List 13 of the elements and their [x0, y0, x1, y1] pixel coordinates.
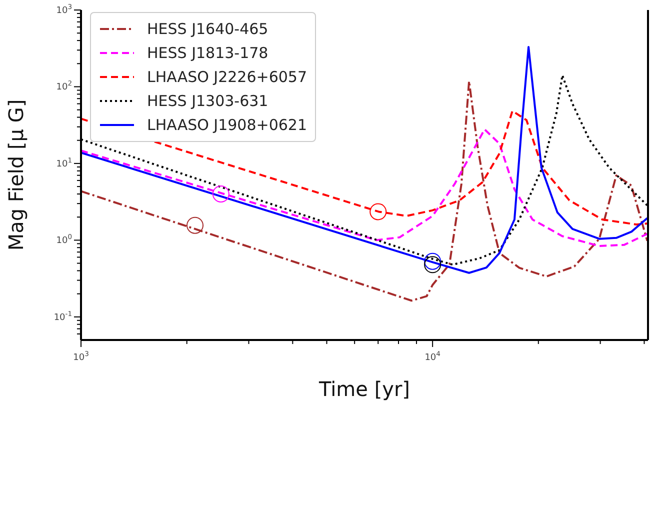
y-tick-label: 10$^{2}$: [56, 80, 72, 93]
x-axis-title: Time [yr]: [318, 377, 410, 401]
legend-label: HESS J1813-178: [147, 44, 268, 62]
legend-label: LHAASO J1908+0621: [147, 116, 308, 134]
y-tick-label: 10$^{0}$: [56, 233, 72, 246]
y-tick-label: 10$^{3}$: [56, 3, 72, 16]
y-axis-title: Mag Field [μ G]: [4, 99, 28, 251]
y-tick-label: 10$^{1}$: [56, 156, 72, 170]
legend-label: HESS J1303-631: [147, 92, 268, 110]
y-tick-label: 10$^{-1}$: [54, 310, 72, 323]
x-tick-label: 10$^{4}$: [424, 350, 440, 363]
legend-label: HESS J1640-465: [147, 20, 268, 38]
legend-label: LHAASO J2226+6057: [147, 68, 308, 86]
